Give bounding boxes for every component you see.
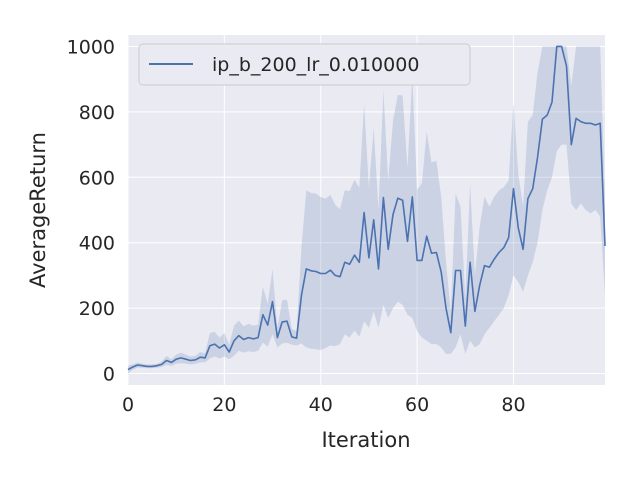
y-tick-label: 400 [79,233,115,255]
confidence-bands [128,46,605,374]
plot-background [128,35,605,385]
x-tick-labels: 0 20 40 60 80 [122,394,526,416]
x-tick-label: 80 [501,394,525,416]
x-tick-label: 60 [405,394,429,416]
x-tick-label: 20 [212,394,236,416]
x-tick-label: 0 [122,394,134,416]
x-gridlines [127,35,514,385]
legend-box [138,43,471,86]
series-line [127,45,606,371]
y-tick-label: 1000 [67,36,115,58]
y-tick-labels: 0 200 400 600 800 1000 [67,36,115,385]
confidence-band [128,46,605,374]
y-tick-label: 0 [103,364,115,386]
y-tick-label: 600 [79,167,115,189]
x-axis-label: Iteration [321,428,410,452]
series-lines [127,45,606,371]
legend-label: ip_b_200_lr_0.010000 [212,54,419,76]
y-axis-label: AverageReturn [26,132,50,288]
y-tick-label: 200 [79,298,115,320]
x-tick-label: 40 [309,394,333,416]
y-tick-label: 800 [79,102,115,124]
legend: ip_b_200_lr_0.010000 [138,43,471,86]
